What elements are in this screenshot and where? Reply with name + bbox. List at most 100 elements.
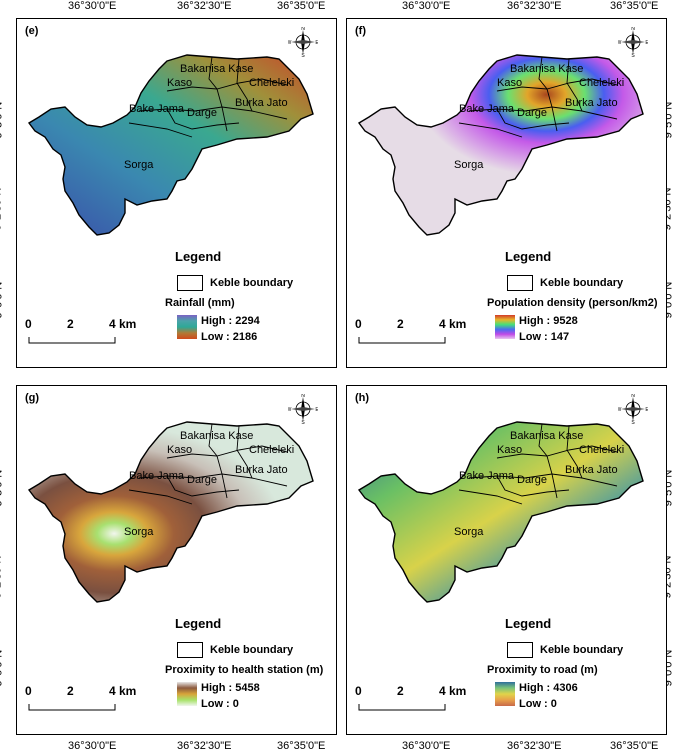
keble-name-label: Bakanisa Kase [510,430,584,442]
keble-boundary-line [458,489,523,505]
scale-bar: 0 2 4 km [355,684,475,718]
keble-boundary-line [538,56,558,132]
lon-label-top-4: 36°30'0"E [402,0,451,12]
lat-label-left-2: 9°2'30"N [0,187,4,231]
svg-text:W: W [618,407,622,413]
keble-boundary-line [208,423,228,499]
keble-boundary-line [236,425,253,479]
keble-boundary-line [138,106,288,120]
svg-text:N: N [301,394,305,399]
legend-title: Legend [175,249,222,264]
lat-label-left-1: 9°5'0"N [0,101,5,139]
study-area-polygon [27,421,314,603]
scale-label-4: 4 km [439,317,467,331]
ramp-low-label: Low : 147 [519,331,570,343]
layer-title: Proximity to road (m) [487,664,598,676]
keble-name-label: Bakanisa Kase [510,63,584,75]
keble-boundary-label: Keble boundary [210,277,294,289]
keble-name-label: Bakanisa Kase [180,63,254,75]
panel-label: (g) [25,392,40,404]
keble-boundary-line [538,423,558,499]
ramp-low-label: Low : 0 [519,698,557,710]
keble-boundary-line [166,445,288,459]
keble-name-label: Darge [517,107,547,119]
svg-text:N: N [631,27,635,32]
ramp-low-label: Low : 2186 [201,331,258,343]
keble-boundary-line [128,122,193,138]
keble-name-label: Bake Jama [129,103,185,115]
svg-text:S: S [631,420,635,424]
lon-label-top-5: 36°32'30"E [507,0,562,12]
keble-boundary-line [496,445,618,459]
keble-name-label: Sorga [124,159,154,171]
scale-label-2: 2 [67,317,74,331]
color-ramp-swatch [495,315,515,339]
keble-name-label: Cheleleki [249,444,295,456]
map-panel-4: (h) Bakanisa Kase Kaso Cheleleki Bake Jama Da… [346,385,667,735]
keble-name-label: Cheleleki [579,444,625,456]
north-arrow-icon: N S E W [617,26,650,59]
keble-name-label: Burka Jato [565,464,618,476]
keble-name-label: Bakanisa Kase [180,430,254,442]
ramp-high-label: High : 2294 [201,315,260,327]
svg-text:W: W [288,407,292,413]
keble-boundary-line [166,108,240,130]
scale-label-2: 2 [397,317,404,331]
keble-name-label: Burka Jato [235,464,288,476]
study-area-polygon [27,54,314,236]
keble-boundary-line [496,78,618,92]
keble-name-label: Darge [187,474,217,486]
keble-boundary-line [468,473,618,487]
keble-name-label: Cheleleki [579,77,625,89]
north-arrow-icon: N S E W [617,393,650,426]
keble-name-label: Kaso [167,444,193,456]
layer-title: Proximity to health station (m) [165,664,324,676]
north-arrow-icon: N S E W [287,26,320,59]
keble-name-label: Kaso [497,444,523,456]
svg-text:S: S [631,53,635,57]
svg-text:E: E [315,40,318,46]
scale-label-4: 4 km [109,317,137,331]
keble-name-label: Sorga [454,526,484,538]
keble-boundary-label: Keble boundary [540,644,624,656]
keble-boundary-swatch [507,275,533,291]
lat-label-left-5: 9°2'30"N [0,555,4,599]
layer-title: Rainfall (mm) [165,297,235,309]
keble-boundary-line [468,106,618,120]
keble-boundary-label: Keble boundary [210,644,294,656]
study-area-map [357,421,644,603]
color-ramp-swatch [495,682,515,706]
study-area-map [27,421,314,603]
keble-name-label: Darge [187,107,217,119]
keble-name-label: Burka Jato [565,97,618,109]
color-ramp-swatch [177,682,197,706]
keble-boundary-line [496,475,570,497]
keble-boundary-line [458,122,523,138]
keble-boundary-line [166,78,288,92]
svg-text:N: N [631,394,635,399]
keble-boundary-line [566,425,583,479]
color-ramp-swatch [177,315,197,339]
svg-text:E: E [645,407,648,413]
svg-text:W: W [288,40,292,46]
scale-label-4: 4 km [109,684,137,698]
keble-boundary-swatch [177,275,203,291]
keble-name-label: Cheleleki [249,77,295,89]
lon-label-bottom-3: 36°35'0"E [277,740,326,752]
keble-boundary-label: Keble boundary [540,277,624,289]
lat-label-left-6: 9°0'0"N [0,649,5,687]
layer-title: Population density (person/km2) [487,297,658,309]
lat-label-left-4: 9°5'0"N [0,469,5,507]
keble-boundary-swatch [507,642,533,658]
keble-boundary-line [166,475,240,497]
keble-name-label: Sorga [454,159,484,171]
svg-text:S: S [301,420,305,424]
lon-label-top-1: 36°30'0"E [68,0,117,12]
keble-boundary-line [128,489,193,505]
svg-text:E: E [645,40,648,46]
keble-boundary-swatch [177,642,203,658]
ramp-low-label: Low : 0 [201,698,239,710]
svg-text:S: S [301,53,305,57]
keble-boundary-line [208,56,228,132]
map-panel-2: (f) Bakanisa Kase Kaso Cheleleki Bake Jama Da… [346,18,667,368]
